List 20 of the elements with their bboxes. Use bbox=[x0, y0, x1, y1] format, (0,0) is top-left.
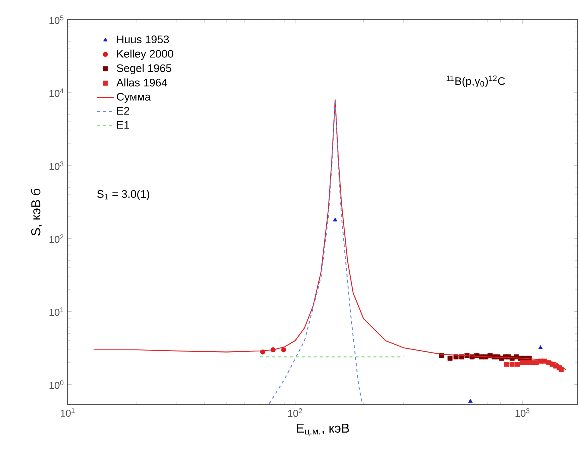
y-tick-label: 10$^{0}$ bbox=[50, 380, 64, 390]
legend-label: Allas 1964 bbox=[116, 78, 168, 87]
y-axis-title: S, кэВ б bbox=[31, 189, 42, 236]
legend-label: E1 bbox=[117, 121, 130, 129]
legend-label: Kelley 2000 bbox=[117, 50, 174, 60]
annotation: $^{11}$B(p,γ$_{0}$)$^{12}$C bbox=[446, 76, 506, 88]
annotation: S$_{1}$ = 3.0(1) bbox=[98, 190, 150, 200]
legend-label: Сумма bbox=[117, 93, 152, 104]
x-tick-label: 10$^{2}$ bbox=[288, 408, 302, 418]
y-tick-label: 10$^{4}$ bbox=[50, 88, 64, 98]
legend-label: E2 bbox=[117, 107, 130, 115]
y-tick-label: 10$^{2}$ bbox=[50, 234, 64, 244]
y-tick-label: 10$^{5}$ bbox=[50, 16, 64, 24]
y-tick-label: 10$^{1}$ bbox=[50, 308, 64, 316]
x-tick-label: 10$^{3}$ bbox=[516, 408, 530, 418]
y-tick-label: 10$^{3}$ bbox=[50, 162, 64, 170]
x-tick-label: 10$^{1}$ bbox=[61, 408, 75, 418]
legend-label: Huus 1953 bbox=[117, 36, 170, 44]
legend-label: Segel 1965 bbox=[117, 64, 172, 74]
x-axis-title: E$_{ц.м.}$, кэВ bbox=[297, 424, 350, 436]
